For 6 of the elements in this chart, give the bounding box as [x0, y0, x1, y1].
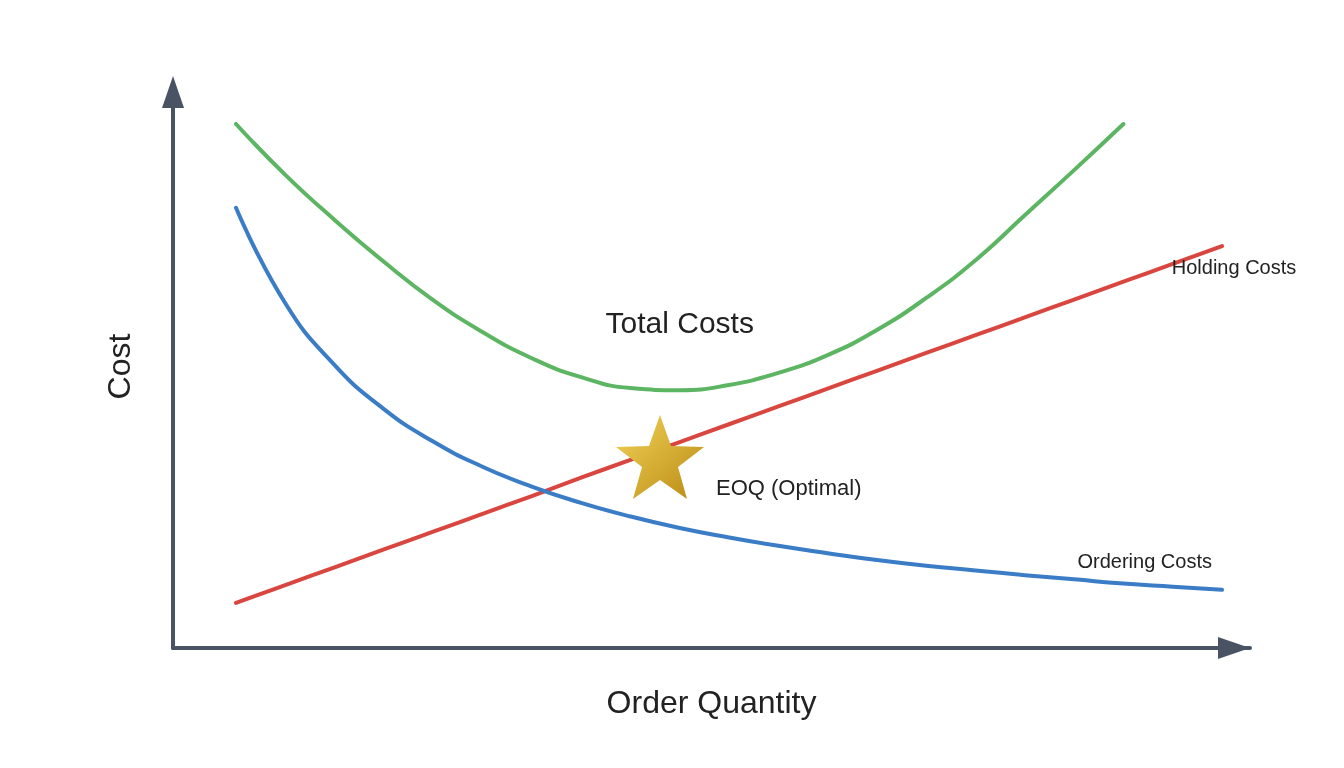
series-label: Ordering Costs	[1077, 549, 1212, 572]
y-axis-title: Cost	[101, 333, 137, 400]
series-label: Holding Costs	[1171, 256, 1297, 279]
x-axis-title: Order Quantity	[606, 684, 817, 720]
annotation: EOQ (Optimal)	[716, 474, 862, 500]
series-label: Total Costs	[605, 305, 754, 339]
